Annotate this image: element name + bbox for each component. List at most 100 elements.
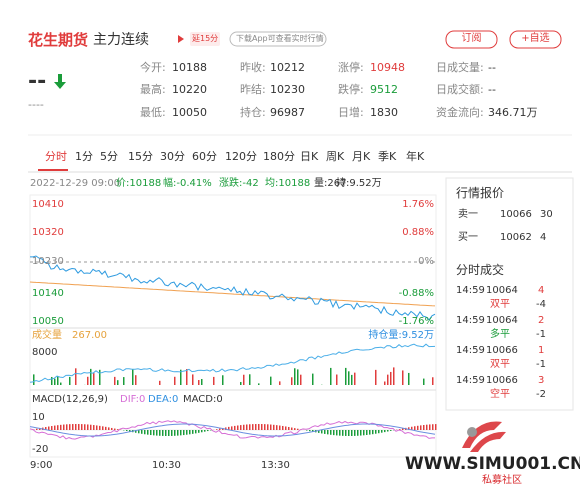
button[interactable]: 订阅: [461, 33, 482, 44]
book-price: 10062: [500, 232, 532, 243]
macd-bar: [75, 424, 77, 430]
button-box[interactable]: [509, 30, 562, 49]
stat-label: 日成交量:: [436, 61, 484, 74]
stat-value: 9512: [370, 83, 398, 96]
title: 花生期货: [28, 31, 89, 49]
volume-bar: [60, 382, 62, 385]
book-qty: 30: [540, 209, 553, 220]
macd-bar: [51, 426, 53, 430]
side-panel: [445, 177, 574, 411]
y-label: 10410: [32, 199, 64, 210]
volume-bar: [117, 380, 119, 385]
volume-bar: [33, 374, 35, 385]
macd-bar: [177, 430, 179, 436]
tab[interactable]: 5分: [100, 150, 118, 163]
volume-bar: [402, 370, 404, 385]
volume-value: 267.00: [72, 330, 107, 341]
macd-bar: [36, 428, 38, 430]
volume-bar: [186, 369, 188, 385]
volume-bar: [240, 381, 242, 385]
tab[interactable]: 60分: [192, 150, 217, 163]
trade-price: 10064: [486, 315, 518, 326]
macd-bar: [414, 426, 416, 430]
macd-bar: [96, 425, 98, 430]
macd-bar: [354, 430, 356, 436]
volume-bar: [294, 368, 296, 385]
info: 涨跌:-42: [219, 178, 259, 189]
volume-bar: [393, 367, 395, 385]
price-line: [30, 255, 436, 321]
app-link[interactable]: 下载App可查看实时行情: [236, 34, 324, 43]
macd-bar: [249, 424, 251, 430]
tab[interactable]: 120分: [225, 150, 257, 163]
tab[interactable]: 季K: [378, 150, 397, 163]
book-price: 10066: [500, 209, 532, 220]
macd-bar: [216, 429, 218, 430]
watermark-name: 私募社区: [482, 475, 522, 486]
volume-bar: [135, 375, 137, 385]
watermark-logo: [462, 421, 506, 452]
macd-bar: [231, 426, 233, 430]
button-box[interactable]: [445, 30, 498, 49]
macd-bar: [87, 424, 89, 430]
macd-bar: [105, 426, 107, 430]
tab[interactable]: 30分: [160, 150, 185, 163]
trade-qty: 1: [538, 345, 545, 356]
macd-bar: [228, 426, 230, 430]
down-arrow: [54, 74, 66, 89]
watermark-site: WWW.SIMU001.CN: [405, 454, 580, 474]
stat-label: 日成交额:: [436, 83, 484, 96]
volume-bar: [57, 376, 59, 385]
macd-bar: [198, 430, 200, 433]
stat-label: 昨结:: [240, 83, 266, 96]
tab[interactable]: 分时: [45, 150, 67, 163]
tab[interactable]: 年K: [406, 150, 425, 163]
macd-bar: [243, 424, 245, 430]
oi-line: [29, 343, 436, 383]
macd-bar: [60, 424, 62, 430]
macd-bar: [435, 424, 437, 430]
volume-bar: [75, 368, 77, 385]
volume-bar: [213, 376, 215, 385]
x-label: 13:30: [261, 460, 290, 471]
macd-bar: [321, 430, 323, 434]
macd-bar: [189, 430, 191, 435]
volume-label: 成交量: [32, 330, 62, 341]
volume-bar: [291, 377, 293, 385]
macd-bar: [288, 426, 290, 430]
tab[interactable]: 周K: [326, 150, 345, 163]
y-label: 10050: [32, 316, 64, 327]
macd-bar: [348, 430, 350, 436]
x-label: 9:00: [30, 460, 53, 471]
macd-bar: [204, 430, 206, 432]
badge: 延15分: [192, 34, 219, 43]
tab[interactable]: 180分: [263, 150, 295, 163]
macd-tick: 10: [32, 412, 45, 423]
button[interactable]: +自选: [521, 33, 550, 44]
info: 均:10188: [265, 178, 311, 189]
macd-bar: [267, 424, 269, 430]
volume-bar: [354, 372, 356, 385]
stat-label: 今开:: [140, 61, 166, 74]
change: ----: [28, 98, 44, 111]
stat-value: 10948: [370, 61, 405, 74]
book-qty: 4: [540, 232, 547, 243]
volume-bar: [423, 378, 425, 385]
chart-frame: [29, 194, 437, 458]
volume-bar: [180, 369, 182, 385]
stat-label: 跌停:: [338, 83, 364, 96]
info: 持:9.52万: [336, 178, 382, 189]
tab[interactable]: 日K: [300, 150, 319, 163]
stat-value: 96987: [270, 106, 305, 119]
macd-bar: [273, 424, 275, 430]
tab[interactable]: 1分: [75, 150, 93, 163]
macd-bar: [39, 428, 41, 430]
volume-bar: [270, 376, 272, 385]
macd-bar: [423, 424, 425, 430]
tab[interactable]: 15分: [128, 150, 153, 163]
trade-type: 双平: [490, 359, 510, 370]
macd-bar: [360, 430, 362, 436]
trade-time: 14:59: [456, 285, 485, 296]
tab[interactable]: 月K: [352, 150, 371, 163]
